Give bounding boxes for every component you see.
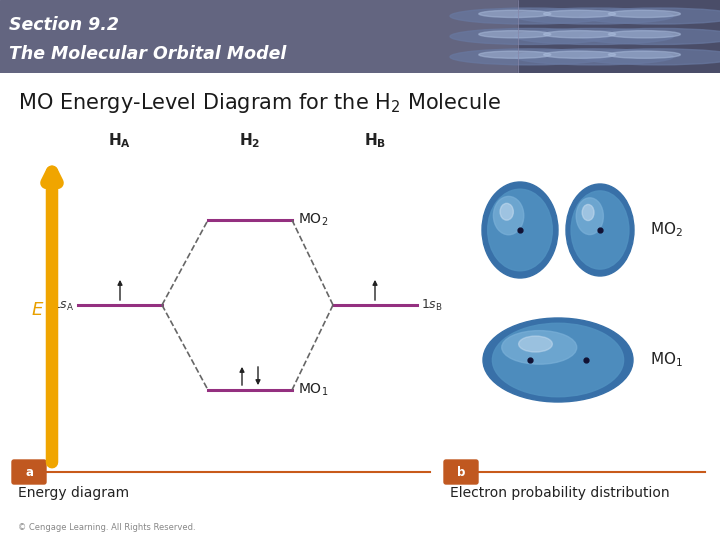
- Text: $\rm MO_2$: $\rm MO_2$: [298, 212, 328, 228]
- Circle shape: [608, 51, 680, 58]
- Ellipse shape: [518, 336, 552, 352]
- Circle shape: [515, 49, 673, 65]
- Circle shape: [544, 31, 616, 38]
- Circle shape: [479, 51, 551, 58]
- Ellipse shape: [566, 184, 634, 276]
- Ellipse shape: [571, 191, 629, 269]
- Text: Energy diagram: Energy diagram: [18, 486, 129, 500]
- Circle shape: [544, 51, 616, 58]
- Text: $\mathbf{H_2}$: $\mathbf{H_2}$: [239, 131, 261, 150]
- Circle shape: [515, 8, 673, 24]
- Text: $\mathit{E}$: $\mathit{E}$: [31, 301, 44, 319]
- Text: $\mathbf{H_A}$: $\mathbf{H_A}$: [109, 131, 132, 150]
- Text: The Molecular Orbital Model: The Molecular Orbital Model: [9, 45, 286, 63]
- Circle shape: [580, 49, 720, 65]
- Text: $\mathbf{H_B}$: $\mathbf{H_B}$: [364, 131, 386, 150]
- Circle shape: [608, 31, 680, 38]
- Ellipse shape: [500, 204, 513, 220]
- Text: MO Energy-Level Diagram for the H$_2$ Molecule: MO Energy-Level Diagram for the H$_2$ Mo…: [18, 91, 501, 115]
- Text: a: a: [25, 465, 33, 478]
- FancyBboxPatch shape: [12, 460, 46, 484]
- Circle shape: [608, 10, 680, 17]
- Ellipse shape: [487, 189, 552, 271]
- Circle shape: [544, 10, 616, 17]
- Ellipse shape: [493, 197, 524, 235]
- Ellipse shape: [502, 330, 577, 364]
- Ellipse shape: [492, 323, 624, 397]
- Circle shape: [515, 29, 673, 44]
- Bar: [0, 0, 518, 73]
- Ellipse shape: [582, 205, 594, 220]
- FancyBboxPatch shape: [444, 460, 478, 484]
- Circle shape: [450, 29, 608, 44]
- Circle shape: [450, 49, 608, 65]
- Text: $\rm MO_1$: $\rm MO_1$: [650, 350, 683, 369]
- Text: $\rm MO_2$: $\rm MO_2$: [650, 221, 683, 239]
- Circle shape: [479, 10, 551, 17]
- Ellipse shape: [576, 198, 603, 234]
- Text: $1s_{\rm B}$: $1s_{\rm B}$: [421, 298, 443, 313]
- Circle shape: [580, 29, 720, 44]
- Circle shape: [580, 8, 720, 24]
- Text: $1s_{\rm A}$: $1s_{\rm A}$: [52, 298, 74, 313]
- Circle shape: [479, 31, 551, 38]
- Text: $\rm MO_1$: $\rm MO_1$: [298, 382, 328, 398]
- Circle shape: [450, 8, 608, 24]
- Ellipse shape: [483, 318, 633, 402]
- Text: Electron probability distribution: Electron probability distribution: [450, 486, 670, 500]
- Ellipse shape: [482, 182, 558, 278]
- Text: b: b: [456, 465, 465, 478]
- Text: Section 9.2: Section 9.2: [9, 16, 119, 34]
- Text: © Cengage Learning. All Rights Reserved.: © Cengage Learning. All Rights Reserved.: [18, 523, 196, 532]
- Bar: [518, 0, 720, 73]
